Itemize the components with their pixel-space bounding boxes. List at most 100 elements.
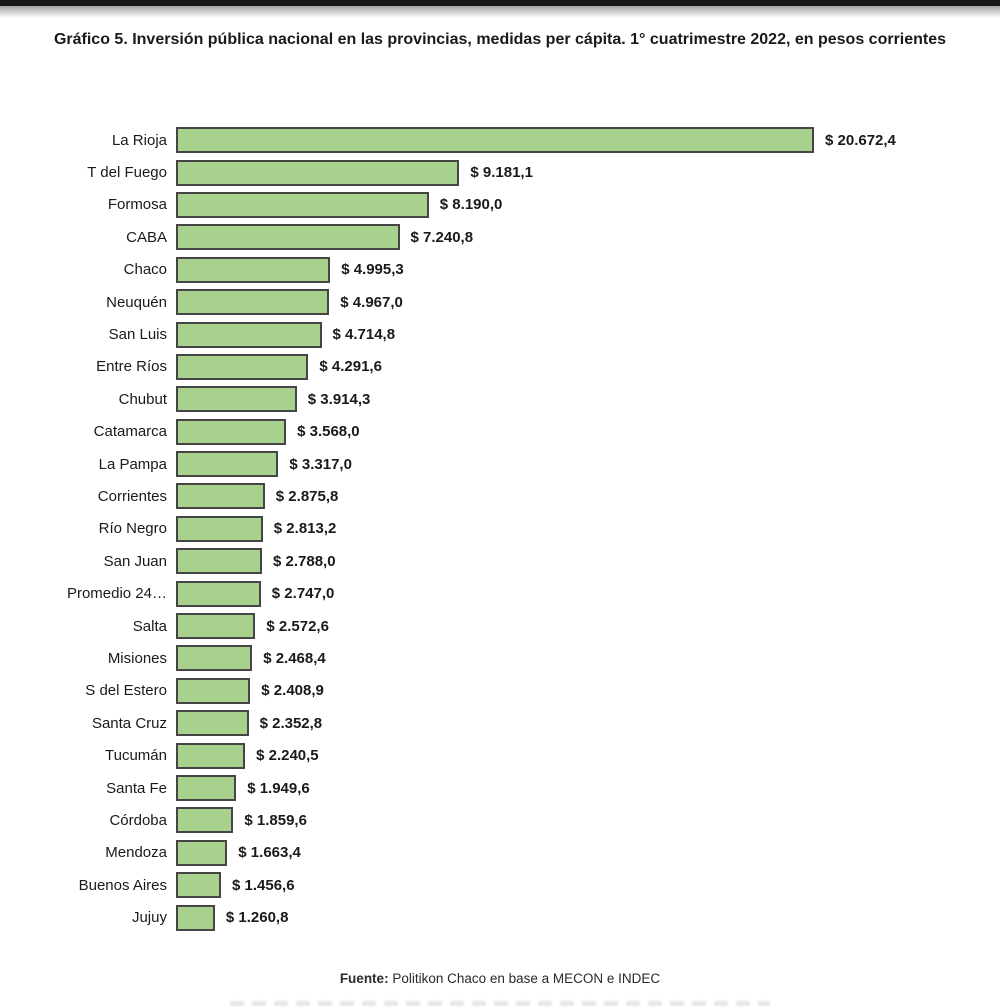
bar-row: La Pampa $ 3.317,0 <box>0 448 1000 480</box>
bar-row: Buenos Aires $ 1.456,6 <box>0 869 1000 901</box>
bar <box>176 483 265 510</box>
bar-row: S del Estero $ 2.408,9 <box>0 675 1000 707</box>
bar-row: La Rioja $ 20.672,4 <box>0 124 1000 156</box>
bar <box>176 548 262 575</box>
page-top-shadow <box>0 0 1000 18</box>
cutoff-next-line <box>230 1001 770 1006</box>
category-label: San Luis <box>108 326 167 344</box>
value-label: $ 4.967,0 <box>340 293 403 311</box>
category-label: Río Negro <box>98 520 167 538</box>
bar <box>176 418 287 445</box>
value-label: $ 4.291,6 <box>319 358 382 376</box>
bar-row: Santa Cruz $ 2.352,8 <box>0 707 1000 739</box>
value-label: $ 8.190,0 <box>439 196 503 214</box>
bar <box>176 872 221 899</box>
bar <box>176 451 279 478</box>
bar <box>176 191 429 218</box>
bar-row: Corrientes $ 2.875,8 <box>0 480 1000 512</box>
source-text: Politikon Chaco en base a MECON e INDEC <box>388 971 661 986</box>
category-label: Santa Fe <box>106 779 167 797</box>
source-label: Fuente: <box>339 971 389 986</box>
bar <box>176 580 261 607</box>
value-label: $ 3.914,3 <box>307 390 371 408</box>
bar <box>176 613 256 640</box>
category-label: Chubut <box>118 390 167 408</box>
bar-row: Santa Fe $ 1.949,6 <box>0 772 1000 804</box>
category-label: S del Estero <box>85 682 167 700</box>
bar <box>176 807 234 834</box>
bar-row: Salta $ 2.572,6 <box>0 610 1000 642</box>
value-label: $ 2.875,8 <box>275 487 339 505</box>
value-label: $ 4.995,3 <box>341 261 404 279</box>
bar-chart: La Rioja $ 20.672,4 T del Fuego $ 9.181,… <box>0 124 1000 934</box>
category-label: Promedio 24… <box>66 585 167 603</box>
bar <box>176 515 263 542</box>
bar-row: CABA $ 7.240,8 <box>0 221 1000 253</box>
value-label: $ 1.663,4 <box>238 844 301 862</box>
bar <box>176 321 322 348</box>
category-label: Entre Ríos <box>96 358 167 376</box>
bar-row: San Luis $ 4.714,8 <box>0 318 1000 350</box>
bar-row: Jujuy $ 1.260,8 <box>0 901 1000 933</box>
bar-row: Neuquén $ 4.967,0 <box>0 286 1000 318</box>
bar <box>176 742 246 769</box>
bar <box>176 904 215 931</box>
value-label: $ 2.468,4 <box>263 649 326 667</box>
value-label: $ 2.813,2 <box>273 520 337 538</box>
chart-title: Gráfico 5. Inversión pública nacional en… <box>53 31 947 48</box>
page-top-edge <box>0 0 1000 6</box>
bar <box>176 645 253 672</box>
category-label: Corrientes <box>97 487 167 505</box>
value-label: $ 2.352,8 <box>259 714 323 732</box>
category-label: Catamarca <box>93 423 167 441</box>
bar-row: Catamarca $ 3.568,0 <box>0 416 1000 448</box>
value-label: $ 2.240,5 <box>256 747 319 765</box>
category-label: T del Fuego <box>87 164 167 182</box>
value-label: $ 7.240,8 <box>410 228 474 246</box>
category-label: Tucumán <box>105 747 167 765</box>
bar-row: Misiones $ 2.468,4 <box>0 642 1000 674</box>
category-label: Mendoza <box>105 844 167 862</box>
value-label: $ 2.572,6 <box>266 617 329 635</box>
category-label: Neuquén <box>106 293 167 311</box>
value-label: $ 2.408,9 <box>261 682 324 700</box>
bar-row: Formosa $ 8.190,0 <box>0 189 1000 221</box>
bar-row: Tucumán $ 2.240,5 <box>0 739 1000 771</box>
category-label: Misiones <box>107 649 167 667</box>
value-label: $ 1.260,8 <box>225 909 289 927</box>
bar-row: Chubut $ 3.914,3 <box>0 383 1000 415</box>
value-label: $ 4.714,8 <box>332 326 396 344</box>
value-label: $ 2.747,0 <box>271 585 335 603</box>
category-label: La Pampa <box>98 455 167 473</box>
category-label: Santa Cruz <box>91 714 167 732</box>
bar <box>176 289 330 316</box>
category-label: San Juan <box>103 552 167 570</box>
category-label: Chaco <box>123 261 167 279</box>
category-label: CABA <box>126 228 167 246</box>
value-label: $ 3.568,0 <box>297 423 360 441</box>
bar <box>176 127 814 154</box>
bar-row: Mendoza $ 1.663,4 <box>0 837 1000 869</box>
category-label: Formosa <box>107 196 167 214</box>
page-top-gradient <box>0 6 1000 18</box>
bar <box>176 775 237 801</box>
bar-row: Entre Ríos $ 4.291,6 <box>0 351 1000 383</box>
bar <box>176 710 249 737</box>
value-label: $ 9.181,1 <box>470 164 533 182</box>
bar-row: Río Negro $ 2.813,2 <box>0 513 1000 545</box>
bar <box>176 224 400 251</box>
bar <box>176 677 251 704</box>
category-label: Jujuy <box>131 909 167 927</box>
value-label: $ 2.788,0 <box>273 552 336 570</box>
value-label: $ 3.317,0 <box>289 455 352 473</box>
bar <box>176 256 331 283</box>
category-label: La Rioja <box>111 131 167 149</box>
category-label: Buenos Aires <box>78 876 167 894</box>
bar-row: San Juan $ 2.788,0 <box>0 545 1000 577</box>
value-label: $ 1.456,6 <box>232 876 295 894</box>
source-note: Fuente: Politikon Chaco en base a MECON … <box>0 971 1000 986</box>
bar <box>176 839 228 866</box>
bar-row: Córdoba $ 1.859,6 <box>0 804 1000 836</box>
bar <box>176 159 460 186</box>
